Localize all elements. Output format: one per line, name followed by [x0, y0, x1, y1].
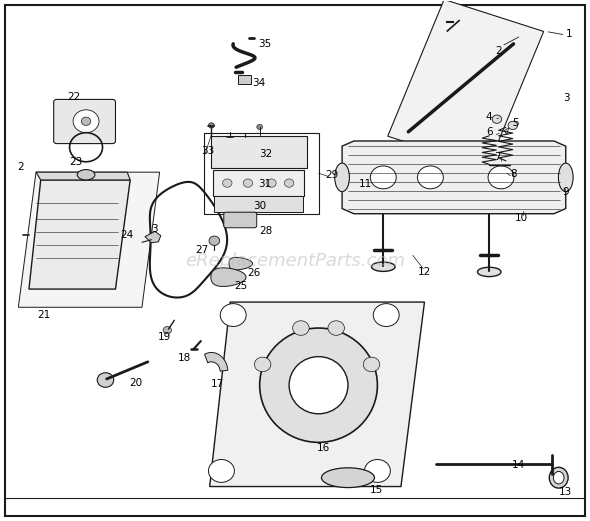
- Text: 30: 30: [253, 201, 266, 211]
- Text: 19: 19: [158, 332, 171, 342]
- Text: 32: 32: [259, 149, 272, 159]
- Circle shape: [418, 166, 443, 189]
- Circle shape: [208, 460, 234, 482]
- Text: 14: 14: [512, 460, 525, 470]
- Text: 2: 2: [17, 162, 24, 172]
- Circle shape: [373, 304, 399, 327]
- Ellipse shape: [477, 267, 501, 277]
- Text: 13: 13: [559, 487, 572, 497]
- Circle shape: [293, 321, 309, 336]
- FancyBboxPatch shape: [211, 136, 307, 168]
- Circle shape: [496, 169, 506, 177]
- Polygon shape: [388, 0, 543, 168]
- Text: 17: 17: [211, 379, 224, 389]
- Text: 4: 4: [486, 112, 493, 122]
- Text: 12: 12: [418, 267, 431, 277]
- Text: 27: 27: [195, 245, 209, 255]
- Text: 22: 22: [68, 92, 81, 102]
- Text: 3: 3: [563, 93, 571, 103]
- Ellipse shape: [372, 262, 395, 271]
- Ellipse shape: [549, 467, 568, 488]
- Text: 34: 34: [252, 78, 265, 89]
- Circle shape: [508, 121, 517, 130]
- Text: 8: 8: [511, 169, 517, 179]
- Polygon shape: [209, 302, 424, 487]
- Text: 31: 31: [258, 179, 271, 189]
- Ellipse shape: [77, 169, 95, 180]
- FancyBboxPatch shape: [238, 75, 251, 84]
- Circle shape: [209, 236, 219, 245]
- Circle shape: [328, 321, 345, 336]
- Circle shape: [365, 460, 391, 482]
- Text: 29: 29: [326, 170, 339, 180]
- Text: 1: 1: [565, 30, 572, 40]
- Circle shape: [163, 327, 171, 334]
- Text: 3: 3: [152, 225, 158, 234]
- Ellipse shape: [558, 163, 573, 192]
- Circle shape: [220, 304, 246, 327]
- Ellipse shape: [289, 357, 348, 414]
- Polygon shape: [229, 257, 253, 270]
- Text: 24: 24: [120, 230, 134, 240]
- Ellipse shape: [260, 328, 378, 442]
- Text: 21: 21: [37, 310, 50, 320]
- FancyBboxPatch shape: [214, 196, 303, 212]
- Ellipse shape: [322, 468, 375, 488]
- Text: 5: 5: [513, 118, 519, 128]
- FancyBboxPatch shape: [54, 100, 116, 144]
- Polygon shape: [145, 231, 161, 243]
- Circle shape: [222, 179, 232, 187]
- FancyBboxPatch shape: [213, 170, 304, 196]
- Circle shape: [243, 179, 253, 187]
- Text: 28: 28: [259, 227, 272, 237]
- Circle shape: [488, 166, 514, 189]
- Text: 33: 33: [201, 146, 215, 156]
- Polygon shape: [18, 172, 160, 307]
- Circle shape: [73, 110, 99, 133]
- Ellipse shape: [553, 472, 564, 484]
- Polygon shape: [211, 268, 246, 287]
- Polygon shape: [36, 172, 130, 180]
- Circle shape: [267, 179, 276, 187]
- Circle shape: [97, 373, 114, 387]
- Text: 25: 25: [234, 281, 247, 291]
- Text: 15: 15: [369, 485, 383, 495]
- Text: 20: 20: [130, 378, 143, 388]
- Circle shape: [363, 357, 380, 371]
- Circle shape: [371, 166, 396, 189]
- FancyBboxPatch shape: [224, 212, 257, 228]
- Text: 16: 16: [317, 442, 330, 453]
- Text: 9: 9: [562, 187, 569, 197]
- Circle shape: [81, 117, 91, 126]
- Text: 10: 10: [515, 213, 528, 223]
- Circle shape: [208, 123, 214, 128]
- Polygon shape: [342, 141, 566, 214]
- Polygon shape: [205, 353, 228, 371]
- Polygon shape: [29, 180, 130, 289]
- Text: 23: 23: [69, 157, 82, 167]
- Text: 26: 26: [247, 268, 260, 278]
- Text: 7: 7: [494, 152, 501, 162]
- Text: eReplacementParts.com: eReplacementParts.com: [185, 252, 405, 269]
- Text: 35: 35: [258, 40, 271, 49]
- Polygon shape: [504, 128, 509, 135]
- Text: 2: 2: [495, 46, 502, 56]
- Circle shape: [284, 179, 294, 187]
- Circle shape: [257, 125, 263, 130]
- Circle shape: [492, 115, 502, 123]
- Circle shape: [254, 357, 271, 371]
- Text: 6: 6: [486, 127, 493, 137]
- Ellipse shape: [335, 163, 349, 192]
- Text: 18: 18: [178, 353, 191, 363]
- Text: 11: 11: [359, 179, 372, 189]
